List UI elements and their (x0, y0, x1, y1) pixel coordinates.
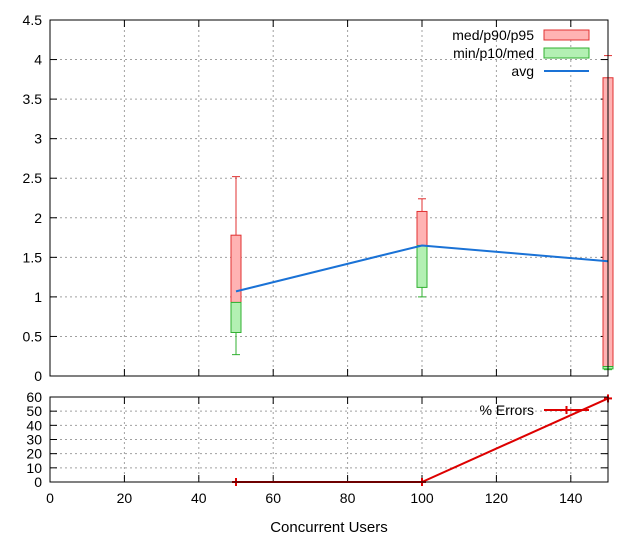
bottom-y-tick-label: 0 (34, 474, 42, 490)
bottom-y-tick-label: 60 (26, 389, 42, 405)
legend-label: min/p10/med (453, 45, 534, 61)
top-y-tick-label: 0 (34, 368, 42, 384)
med-p90-box (230, 234, 242, 303)
x-tick-label: 20 (117, 490, 133, 506)
x-tick-label: 0 (46, 490, 54, 506)
legend-label: med/p90/p95 (452, 27, 534, 43)
top-y-tick-label: 4 (34, 52, 42, 68)
legend-swatch (543, 47, 590, 59)
x-tick-label: 100 (410, 490, 434, 506)
top-y-tick-label: 1.5 (23, 249, 43, 265)
top-y-tick-label: 2.5 (23, 170, 43, 186)
x-axis-title: Concurrent Users (270, 519, 388, 536)
response-time-plot: 0 0.5 1 1.5 2 2.5 3 3.5 4 4.5 med/p90/p95 min/p10/m… (23, 12, 614, 384)
x-tick-label: 40 (191, 490, 207, 506)
bottom-plot-frame (49, 396, 609, 483)
bottom-y-tick-label: 30 (26, 432, 42, 448)
med-p90-box (416, 210, 428, 246)
p10-med-box (416, 244, 428, 288)
top-plot-frame (49, 19, 609, 377)
legend-label: % Errors (480, 402, 534, 418)
top-y-tick-label: 1 (34, 289, 42, 305)
top-y-tick-label: 4.5 (23, 12, 43, 28)
legend-label: avg (511, 63, 534, 79)
x-tick-label: 120 (485, 490, 509, 506)
bottom-y-tick-label: 10 (26, 460, 42, 476)
top-y-tick-label: 0.5 (23, 328, 43, 344)
bottom-y-tick-label: 20 (26, 446, 42, 462)
top-y-tick-label: 3 (34, 131, 42, 147)
legend-swatch (543, 29, 590, 41)
avg-line (235, 244, 609, 293)
x-tick-label: 80 (340, 490, 356, 506)
x-tick-label: 60 (265, 490, 281, 506)
top-y-tick-label: 3.5 (23, 91, 43, 107)
p10-med-box (230, 301, 242, 333)
top-y-tick-label: 2 (34, 210, 42, 226)
bottom-y-tick-label: 50 (26, 403, 42, 419)
x-tick-label: 140 (559, 490, 583, 506)
bottom-y-tick-label: 40 (26, 417, 42, 433)
